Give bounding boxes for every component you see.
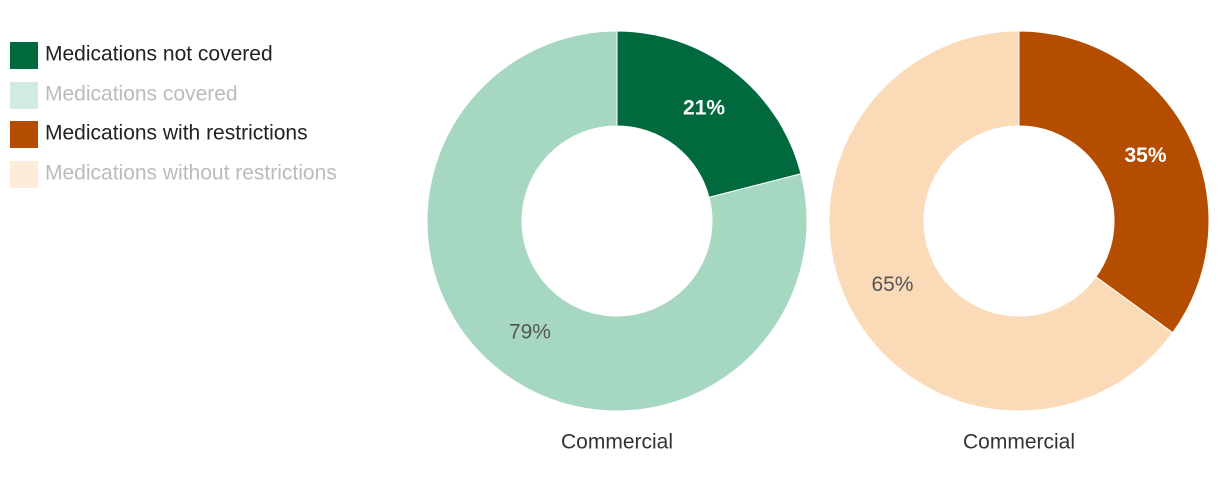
legend-swatch[interactable] xyxy=(10,42,38,69)
legend-label[interactable]: Medications covered xyxy=(45,83,238,106)
donut-slice xyxy=(426,30,808,412)
legend-swatch[interactable] xyxy=(10,82,38,109)
legend-label[interactable]: Medications without restrictions xyxy=(45,162,337,185)
chart-label: Commercial xyxy=(963,431,1075,454)
legend-label[interactable]: Medications not covered xyxy=(45,43,273,66)
donut-slice xyxy=(616,30,802,198)
legend-swatch[interactable] xyxy=(10,161,38,188)
value-label: 79% xyxy=(509,321,551,344)
donut-slice xyxy=(1018,30,1210,334)
value-label: 65% xyxy=(871,273,913,296)
value-label: 35% xyxy=(1125,144,1167,167)
donut-slice xyxy=(828,30,1174,412)
value-label: 21% xyxy=(683,96,725,119)
legend-swatch[interactable] xyxy=(10,121,38,148)
legend-label[interactable]: Medications with restrictions xyxy=(45,122,308,145)
chart-label: Commercial xyxy=(561,431,673,454)
